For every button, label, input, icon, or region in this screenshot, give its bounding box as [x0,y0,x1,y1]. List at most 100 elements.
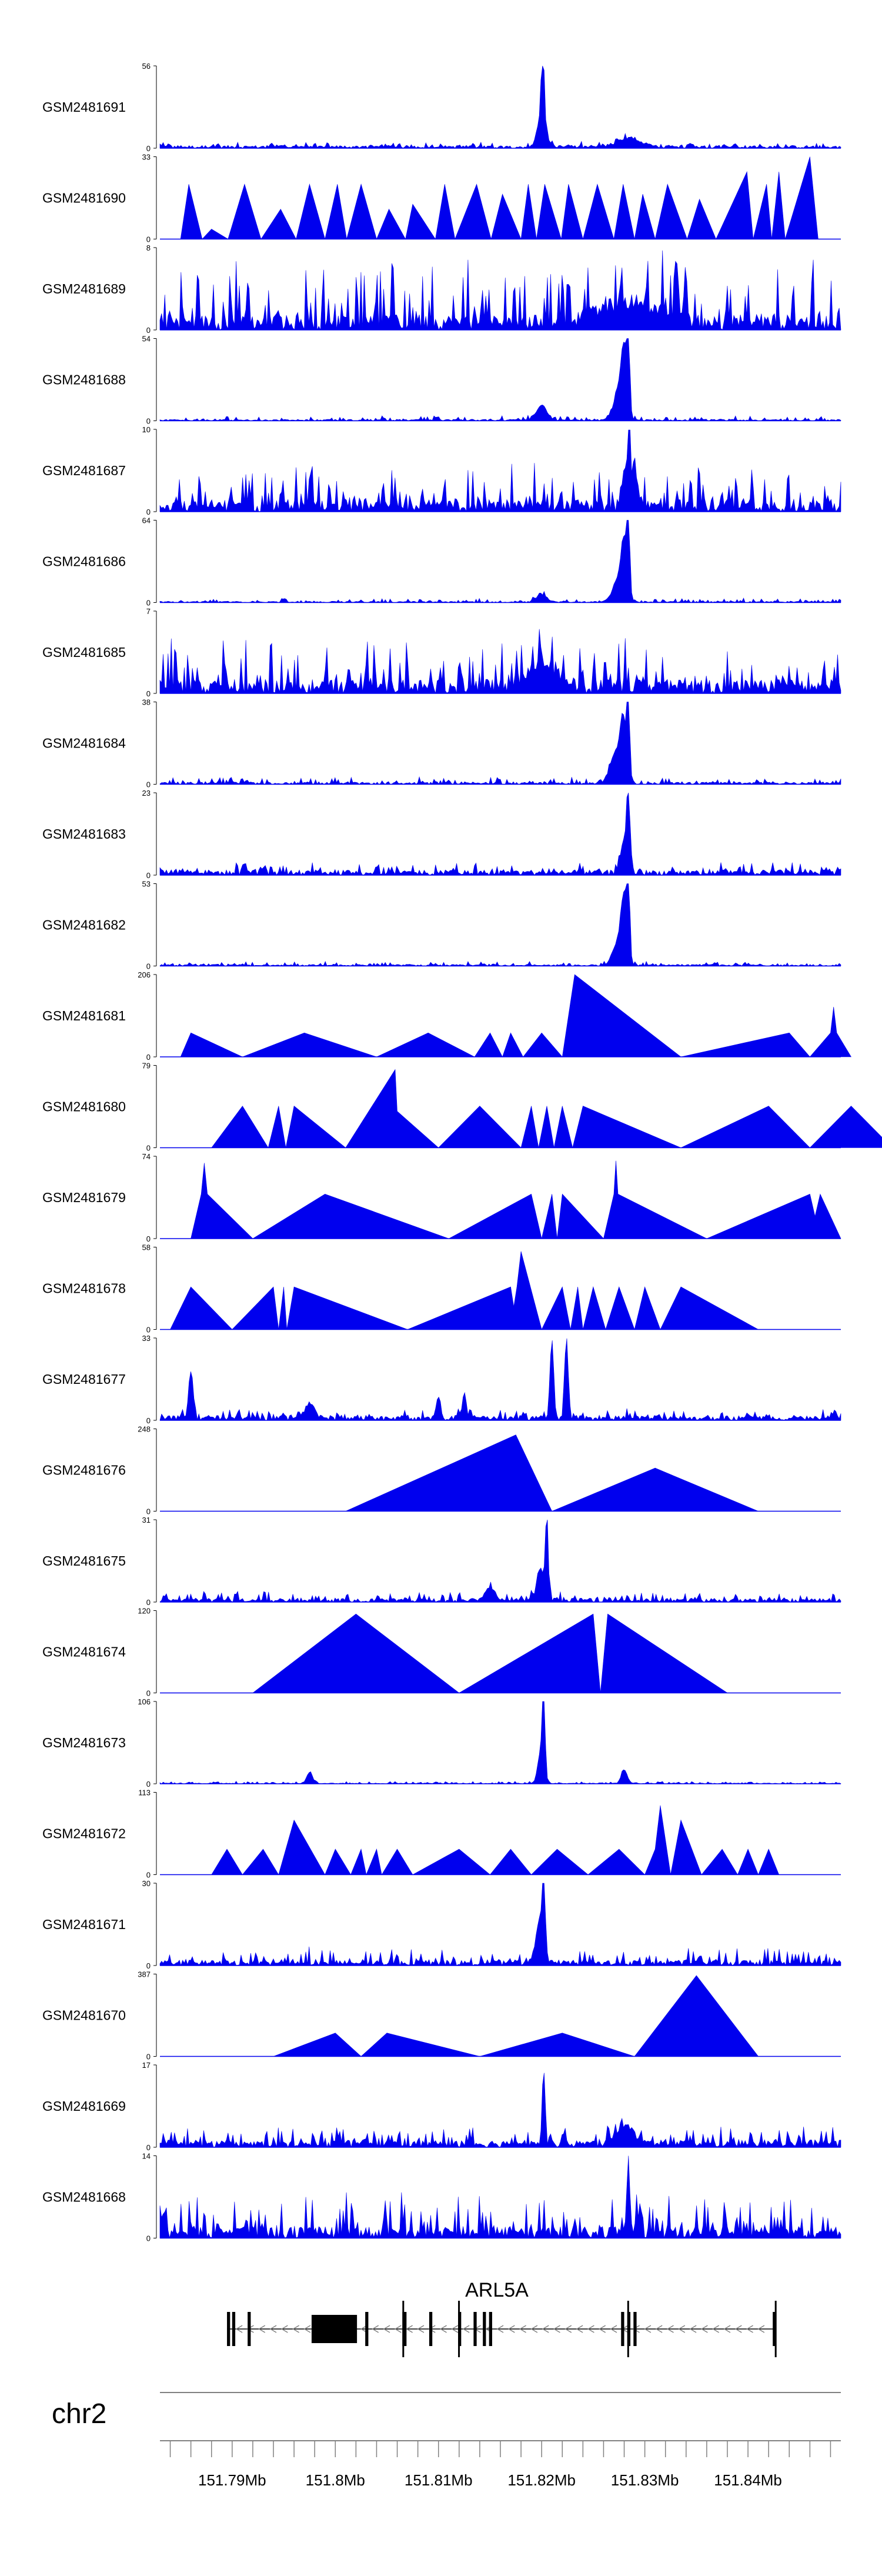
exon [473,2312,477,2346]
y-zero-label: 0 [146,1144,151,1153]
coverage-area [159,1701,841,1784]
y-zero-label: 0 [146,1416,151,1425]
strand-arrow [269,2325,277,2333]
strand-arrow [372,2325,379,2333]
exon-marker [458,2301,460,2357]
strand-arrow [507,2325,515,2333]
track-GSM2481669: GSM2481669 17 0 [42,2061,841,2152]
track-GSM2481672: GSM2481672 113 0 [42,1788,841,1880]
coverage-area [180,974,852,1057]
track-GSM2481690: GSM2481690 33 0 [42,153,841,244]
axis-tick-label: 151.81Mb [405,2471,473,2489]
gene-model: ARL5A [227,2279,777,2357]
y-zero-label: 0 [146,1053,151,1062]
track-GSM2481680: GSM2481680 79 0 [42,1062,882,1153]
y-max-label: 38 [142,698,151,707]
track-label: GSM2481671 [42,1917,126,1932]
y-zero-label: 0 [146,1598,151,1607]
strand-arrow [734,2325,742,2333]
y-max-label: 113 [138,1788,151,1797]
y-zero-label: 0 [146,1326,151,1334]
track-GSM2481689: GSM2481689 8 0 [42,243,841,335]
exon [489,2312,492,2346]
track-label: GSM2481687 [42,463,126,478]
strand-arrow [712,2325,720,2333]
coverage-area [159,883,841,967]
y-max-label: 106 [138,1697,151,1706]
coverage-area [159,250,841,331]
y-max-label: 64 [142,516,151,525]
coverage-area [345,1434,759,1511]
track-label: GSM2481679 [42,1190,126,1205]
axis-tick-label: 151.8Mb [306,2471,365,2489]
axis-tick-label: 151.83Mb [611,2471,679,2489]
y-zero-label: 0 [146,780,151,789]
track-GSM2481681: GSM2481681 206 0 [42,970,852,1062]
track-label: GSM2481681 [42,1008,126,1023]
y-max-label: 53 [142,880,151,889]
track-label: GSM2481670 [42,2008,126,2023]
exon [429,2312,433,2346]
y-max-label: 387 [138,1970,151,1979]
chromosome-label: chr2 [52,2398,106,2430]
strand-arrow [723,2325,731,2333]
y-max-label: 33 [142,153,151,162]
y-max-label: 8 [146,243,151,252]
track-GSM2481684: GSM2481684 38 0 [42,698,841,789]
strand-arrow [394,2325,402,2333]
exon [232,2312,236,2346]
track-label: GSM2481676 [42,1463,126,1478]
track-GSM2481686: GSM2481686 64 0 [42,516,841,608]
y-zero-label: 0 [146,508,151,516]
track-label: GSM2481677 [42,1372,126,1387]
y-max-label: 54 [142,335,151,343]
track-label: GSM2481680 [42,1099,126,1115]
coverage-area [159,629,841,694]
y-zero-label: 0 [146,1507,151,1516]
track-label: GSM2481672 [42,1826,126,1841]
exon [773,2312,776,2346]
track-GSM2481673: GSM2481673 106 0 [42,1697,841,1788]
coverage-area [159,429,841,512]
y-zero-label: 0 [146,2234,151,2243]
track-GSM2481685: GSM2481685 7 0 [42,607,841,698]
y-zero-label: 0 [146,871,151,880]
tracks: GSM2481691560GSM2481690330GSM248168980GS… [42,62,882,2243]
track-GSM2481688: GSM2481688 54 0 [42,335,841,426]
strand-arrow [757,2325,765,2333]
track-label: GSM2481675 [42,1553,126,1569]
track-label: GSM2481686 [42,554,126,569]
strand-arrow [599,2325,606,2333]
strand-arrow [746,2325,753,2333]
exon-marker [774,2301,777,2357]
strand-arrow [383,2325,390,2333]
coverage-area [273,1975,759,2057]
y-max-label: 56 [142,62,151,71]
y-zero-label: 0 [146,2053,151,2061]
y-max-label: 33 [142,1334,151,1343]
track-label: GSM2481685 [42,645,126,660]
y-zero-label: 0 [146,417,151,426]
coverage-area [211,1069,882,1149]
track-GSM2481682: GSM2481682 53 0 [42,880,841,971]
strand-arrow [553,2325,560,2333]
y-max-label: 14 [142,2152,151,2161]
track-label: GSM2481691 [42,99,126,115]
coverage-area [170,1251,759,1330]
strand-arrow [644,2325,652,2333]
coverage-area [159,1519,841,1603]
y-zero-label: 0 [146,1234,151,1243]
track-label: GSM2481690 [42,191,126,206]
exon [365,2312,369,2346]
exon [311,2315,358,2343]
y-max-label: 10 [142,425,151,434]
genome-axis: chr2 151.79Mb 151.8Mb 151.81Mb 151.82Mb 151.… [52,2392,841,2489]
y-zero-label: 0 [146,1961,151,1970]
exon-marker [402,2301,405,2357]
exon [483,2312,486,2346]
track-label: GSM2481668 [42,2190,126,2205]
gene-label: ARL5A [465,2279,529,2301]
track-label: GSM2481673 [42,1735,126,1750]
coverage-area [159,702,841,785]
strand-arrow [610,2325,617,2333]
